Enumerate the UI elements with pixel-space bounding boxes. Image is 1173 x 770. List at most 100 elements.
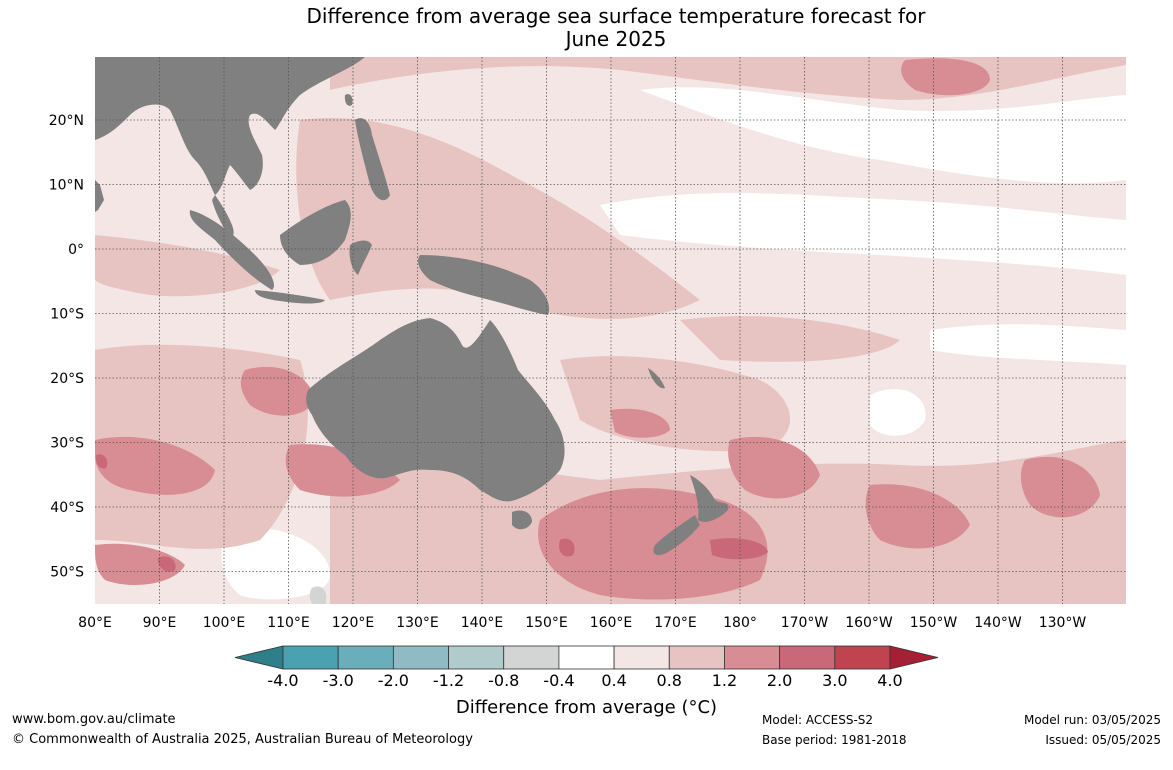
chart-title: Difference from average sea surface temp… — [0, 5, 1173, 51]
longitude-label: 140°E — [461, 615, 504, 631]
warm-patch-coral — [610, 408, 670, 438]
colorbar-tick-label: -2.0 — [378, 671, 409, 690]
longitude-label: 160°W — [845, 615, 893, 631]
longitude-label: 130°E — [396, 615, 439, 631]
title-line-1: Difference from average sea surface temp… — [306, 4, 926, 28]
footer-issued: Issued: 05/05/2025 — [1045, 733, 1161, 747]
taiwan — [344, 94, 353, 106]
colorbar-tick-label: 3.0 — [822, 671, 847, 690]
longitude-label: 100°E — [203, 615, 246, 631]
hot-patch-tasman-small — [559, 538, 575, 557]
philippines — [355, 118, 390, 201]
colorbar-tick-label: 0.8 — [657, 671, 682, 690]
colorbar-extend-low — [234, 645, 284, 670]
latitude-label: 0° — [68, 242, 84, 258]
footer-copyright: © Commonwealth of Australia 2025, Austra… — [12, 732, 473, 747]
neutral-band-south-east — [930, 324, 1126, 365]
hot-patch-south-tasman — [710, 538, 768, 560]
warm-patch-north-pacific — [901, 58, 990, 96]
warm-patch-far-east — [1020, 456, 1100, 518]
colorbar-tick-label: 1.2 — [712, 671, 737, 690]
tasmania — [512, 510, 532, 530]
colorbar-title: Difference from average (°C) — [455, 697, 718, 718]
australia — [306, 318, 565, 502]
colorbar-extend-high — [889, 645, 939, 670]
longitude-label: 110°E — [267, 615, 310, 631]
warm-patch-south-indian-west — [95, 436, 215, 495]
colorbar-swatch — [779, 645, 836, 670]
colorbar-swatch — [724, 645, 781, 670]
longitude-label: 170°E — [654, 615, 697, 631]
colorbar-swatch — [448, 645, 505, 670]
footer-url[interactable]: www.bom.gov.au/climate — [12, 712, 176, 727]
longitude-label: 150°E — [525, 615, 568, 631]
footer-base-period: Base period: 1981-2018 — [762, 733, 907, 747]
colorbar-swatch — [282, 645, 339, 670]
map-field — [95, 57, 1126, 604]
colorbar-tick-label: -3.0 — [323, 671, 354, 690]
latitude-label: 50°S — [50, 565, 84, 581]
land — [95, 57, 729, 556]
longitude-label: 90°E — [143, 615, 177, 631]
new-zealand-north — [690, 475, 729, 522]
warm-patch-south-west — [95, 543, 185, 585]
colorbar-tick-label: -0.8 — [488, 671, 519, 690]
java — [255, 290, 325, 304]
hot-patch-indian-west — [95, 454, 108, 469]
india-tip — [95, 180, 104, 212]
colorbar-tick-label: 2.0 — [767, 671, 792, 690]
footer-model-run: Model run: 03/05/2025 — [1023, 713, 1161, 727]
latitude-label: 40°S — [50, 500, 84, 516]
longitude-label: 80°E — [78, 615, 112, 631]
colorbar-swatch — [337, 645, 394, 670]
warm-band-maritime — [296, 118, 700, 319]
colorbar-swatch — [503, 645, 560, 670]
footer-model: Model: ACCESS-S2 — [762, 713, 874, 727]
longitude-label: 120°E — [332, 615, 375, 631]
colorbar-tick-label: -1.2 — [433, 671, 464, 690]
colorbar-swatch — [558, 645, 615, 670]
title-line-2: June 2025 — [565, 27, 667, 51]
colorbar-tick-label: -4.0 — [267, 671, 298, 690]
warm-patch-south-pacific-east — [865, 484, 970, 549]
longitude-label: 160°E — [590, 615, 633, 631]
longitude-label: 130°W — [1039, 615, 1087, 631]
longitude-labels: 80°E 90°E 100°E 110°E 120°E 130°E 140°E 150°E 16… — [78, 615, 1086, 631]
latitude-labels: 20°N 10°N 0° 10°S 20°S 30°S 40°S 50°S — [49, 113, 84, 581]
colorbar-swatch — [834, 645, 891, 670]
new-guinea — [418, 255, 550, 315]
longitude-label: 170°W — [781, 615, 829, 631]
colorbar-swatch — [613, 645, 670, 670]
colorbar-swatch — [668, 645, 725, 670]
antarctic-ice-patch — [309, 586, 327, 604]
warm-patch-west-australia — [240, 366, 315, 416]
latitude-label: 10°S — [50, 307, 84, 323]
colorbar-tick-label: 0.4 — [601, 671, 626, 690]
hot-patch-south-indian — [157, 556, 176, 572]
latitude-label: 10°N — [49, 178, 84, 194]
warm-band-south-pacific — [680, 316, 900, 362]
gridlines — [95, 57, 1126, 604]
colorbar-tick-label: 4.0 — [877, 671, 902, 690]
neutral-patch-southern-ocean — [221, 527, 330, 600]
warm-patch-australia-south — [285, 444, 400, 497]
longitude-label: 180° — [723, 615, 757, 631]
warm-patch-new-zealand-east — [728, 436, 820, 499]
neutral-band-equatorial-east — [600, 193, 1126, 275]
warm-band-equator-indian — [95, 235, 280, 297]
neutral-band-north-pacific — [640, 87, 1126, 184]
colorbar-swatch — [392, 645, 449, 670]
colorbar — [234, 645, 939, 670]
sumatra — [189, 210, 275, 290]
latitude-label: 20°S — [50, 371, 84, 387]
latitude-label: 30°S — [50, 436, 84, 452]
malay-peninsula — [212, 195, 234, 237]
latitude-label: 20°N — [49, 113, 84, 129]
longitude-label: 140°W — [974, 615, 1022, 631]
longitude-label: 150°W — [910, 615, 958, 631]
asia-mainland — [95, 57, 365, 195]
colorbar-tick-labels: -4.0 -3.0 -2.0 -1.2 -0.8 -0.4 0.4 0.8 1.2 2.0 3.0 4… — [267, 671, 902, 690]
neutral-patch-tasman — [870, 389, 926, 436]
colorbar-tick-label: -0.4 — [543, 671, 574, 690]
